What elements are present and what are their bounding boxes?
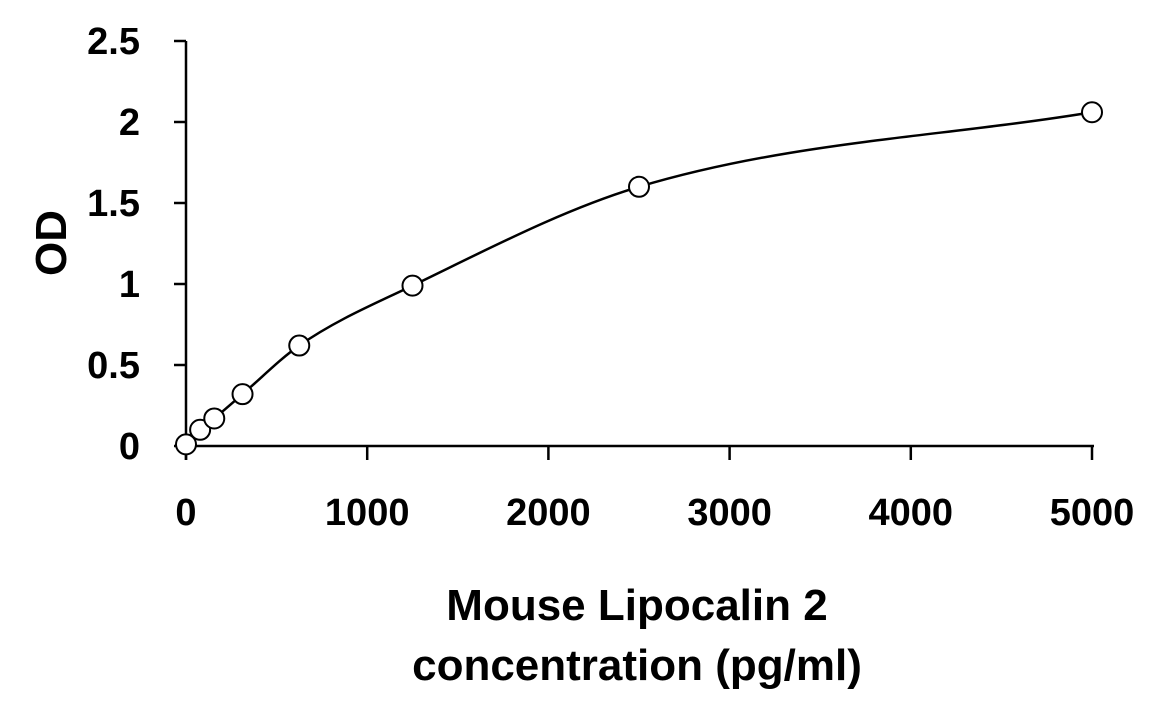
x-tick-label: 3000	[687, 492, 772, 534]
fit-curve	[185, 111, 1093, 446]
y-tick-label: 1	[119, 264, 140, 306]
x-tick-label: 2000	[506, 492, 591, 534]
data-point	[203, 407, 226, 430]
data-point	[189, 418, 212, 441]
x-axis-ticks: 0 1000 2000 3000 4000 5000	[175, 446, 1134, 534]
data-point	[1081, 101, 1103, 124]
x-axis-title-line-1: Mouse Lipocalin 2	[446, 581, 827, 630]
y-tick-label: 2.5	[87, 21, 140, 63]
y-tick-label: 1.5	[87, 183, 140, 225]
x-tick-label: 5000	[1050, 492, 1135, 534]
data-point	[175, 433, 197, 456]
y-tick-label: 2	[119, 102, 140, 144]
y-tick-label: 0.5	[87, 345, 140, 387]
data-points	[175, 101, 1103, 456]
data-point	[628, 175, 650, 198]
x-tick-label: 1000	[325, 492, 410, 534]
x-axis-title-line-2: concentration (pg/ml)	[412, 641, 862, 690]
y-tick-label: 0	[119, 426, 140, 468]
x-tick-label: 0	[175, 492, 196, 534]
data-point	[401, 274, 424, 297]
data-point	[231, 383, 254, 406]
data-point	[288, 334, 311, 357]
y-axis-ticks: 0 0.5 1 1.5 2 2.5	[87, 21, 186, 468]
x-tick-label: 4000	[869, 492, 954, 534]
y-axis-title: OD	[27, 210, 76, 276]
